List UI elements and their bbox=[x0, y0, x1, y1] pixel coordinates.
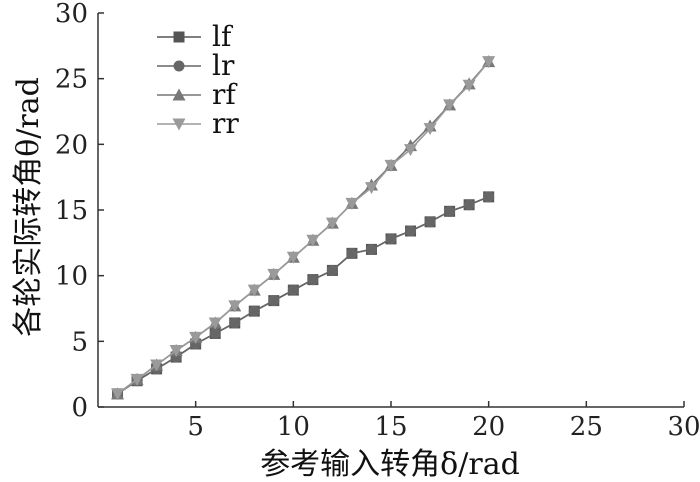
x-tick-label: 20 bbox=[472, 412, 505, 442]
data-point-rr bbox=[306, 234, 320, 247]
y-tick-label: 5 bbox=[71, 327, 88, 357]
data-point-rr bbox=[150, 359, 164, 372]
data-point-lr bbox=[287, 284, 299, 296]
x-tick-label: 30 bbox=[667, 412, 700, 442]
legend-item-lf: lf bbox=[157, 20, 234, 53]
x-axis-label: 参考输入转角δ/rad bbox=[260, 447, 520, 482]
x-tick-label: 15 bbox=[374, 412, 407, 442]
legend-item-lr: lr bbox=[157, 49, 235, 82]
data-point-rr bbox=[286, 251, 300, 264]
y-tick-label: 20 bbox=[55, 130, 88, 160]
data-point-lr bbox=[307, 274, 319, 286]
data-point-lr bbox=[365, 243, 377, 255]
legend-label: rr bbox=[212, 107, 239, 140]
series-lf bbox=[112, 191, 495, 400]
legend-label: lr bbox=[212, 49, 235, 82]
series-layer bbox=[111, 55, 496, 401]
data-point-rr bbox=[443, 99, 457, 112]
data-point-rr bbox=[482, 56, 496, 69]
data-point-rr bbox=[345, 197, 359, 210]
legend-label: rf bbox=[212, 78, 238, 111]
data-point-rr bbox=[111, 388, 125, 401]
series-line-rf bbox=[117, 61, 490, 395]
x-tick-label: 10 bbox=[277, 412, 310, 442]
data-point-lr bbox=[424, 216, 436, 228]
y-tick-label: 30 bbox=[55, 0, 88, 29]
legend-label: lf bbox=[212, 20, 234, 53]
series-line-rr bbox=[117, 61, 490, 395]
y-tick-label: 15 bbox=[55, 196, 88, 226]
data-point-rr bbox=[247, 284, 261, 297]
axes: 5 10 15 20 25 30 0 5 10 15 20 25 30 bbox=[55, 0, 700, 442]
data-point-rr bbox=[404, 144, 418, 157]
series-rr bbox=[111, 56, 496, 401]
data-point-lr bbox=[444, 205, 456, 217]
data-point-rr bbox=[384, 159, 398, 172]
data-point-lr bbox=[346, 247, 358, 259]
data-point-lr bbox=[326, 264, 338, 276]
data-point-lr bbox=[248, 305, 260, 317]
x-tick-label: 5 bbox=[187, 412, 204, 442]
data-point-rr bbox=[130, 373, 144, 386]
legend-item-rr: rr bbox=[157, 107, 239, 140]
data-point-lr bbox=[268, 295, 280, 307]
y-tick-label: 0 bbox=[71, 393, 88, 423]
data-point-rr bbox=[189, 331, 203, 344]
data-point-lr bbox=[463, 199, 475, 211]
series-lr bbox=[112, 191, 495, 400]
data-point-lr bbox=[209, 327, 221, 339]
data-point-lr bbox=[229, 317, 241, 329]
y-axis-label: 各轮实际转角θ/rad bbox=[11, 77, 46, 337]
data-point-rr bbox=[228, 300, 242, 313]
legend-marker-rf bbox=[172, 88, 186, 101]
legend-marker-lr bbox=[173, 60, 185, 72]
data-point-rr bbox=[208, 317, 222, 330]
legend-marker-rr bbox=[172, 118, 186, 131]
legend-marker-lf bbox=[173, 31, 185, 43]
data-point-lr bbox=[385, 233, 397, 245]
series-rf bbox=[111, 55, 496, 400]
data-point-rr bbox=[267, 268, 281, 281]
legend-item-rf: rf bbox=[157, 78, 238, 111]
data-point-rr bbox=[325, 217, 339, 230]
data-point-rr bbox=[169, 345, 183, 358]
x-tick-label: 25 bbox=[570, 412, 603, 442]
data-point-rr bbox=[364, 182, 378, 195]
data-point-lr bbox=[483, 191, 495, 203]
data-point-rr bbox=[462, 79, 476, 92]
y-tick-label: 10 bbox=[55, 262, 88, 292]
data-point-lr bbox=[405, 225, 417, 237]
data-point-rr bbox=[423, 123, 437, 136]
y-tick-label: 25 bbox=[55, 65, 88, 95]
